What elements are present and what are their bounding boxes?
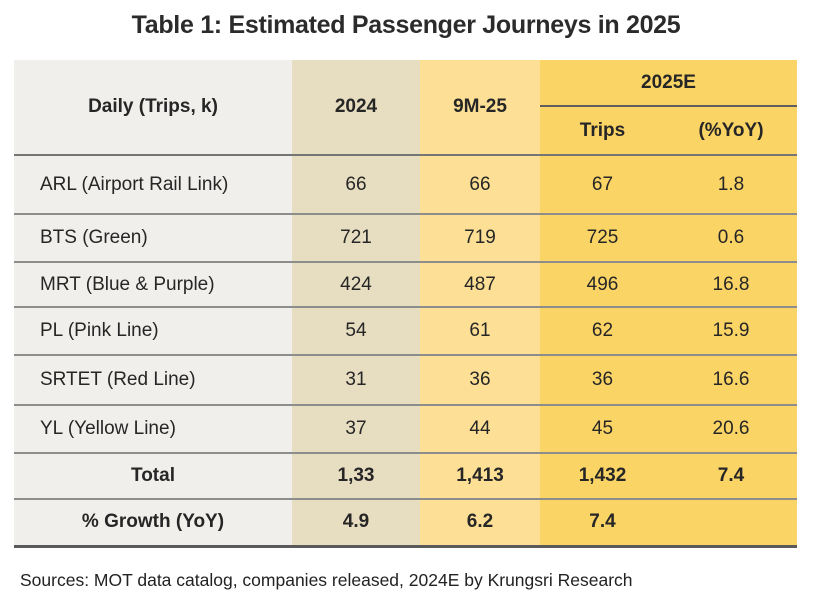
cell-2025e-yoy: 20.6: [665, 405, 798, 453]
table-row-yl: YL (Yellow Line) 37 44 45 20.6: [14, 405, 798, 453]
table-header: Daily (Trips, k) 2024 9M-25 2025E Trips …: [14, 60, 798, 156]
cell-9m25: 1,413: [420, 453, 540, 499]
col-header-2024: 2024: [292, 60, 420, 156]
table-body: ARL (Airport Rail Link) 66 66 67 1.8 BTS…: [14, 155, 798, 546]
row-label: % Growth (YoY): [14, 499, 292, 546]
cell-2024: 1,33: [292, 453, 420, 499]
cell-2024: 31: [292, 355, 420, 405]
table-row-srtet: SRTET (Red Line) 31 36 36 16.6: [14, 355, 798, 405]
col-header-2025e: 2025E: [540, 60, 798, 107]
cell-2024: 37: [292, 405, 420, 453]
cell-2025e-yoy: 7.4: [665, 453, 798, 499]
col-header-9m25: 9M-25: [420, 60, 540, 156]
cell-2025e-trips: 496: [540, 262, 665, 307]
row-label: SRTET (Red Line): [14, 355, 292, 405]
cell-9m25: 66: [420, 155, 540, 214]
header-row-2: Trips (%YoY): [14, 106, 798, 156]
cell-9m25: 36: [420, 355, 540, 405]
cell-2025e-trips: 67: [540, 155, 665, 214]
table-row-pl: PL (Pink Line) 54 61 62 15.9: [14, 307, 798, 355]
row-label: Total: [14, 453, 292, 499]
subcol-header-trips: Trips: [540, 106, 665, 156]
col-header-daily-trips: Daily (Trips, k): [14, 60, 292, 156]
cell-2024: 4.9: [292, 499, 420, 546]
table-row-mrt: MRT (Blue & Purple) 424 487 496 16.8: [14, 262, 798, 307]
cell-2025e-yoy: 16.8: [665, 262, 798, 307]
cell-9m25: 487: [420, 262, 540, 307]
cell-9m25: 719: [420, 214, 540, 262]
cell-9m25: 44: [420, 405, 540, 453]
cell-2025e-yoy: 0.6: [665, 214, 798, 262]
cell-2025e-trips: 62: [540, 307, 665, 355]
table-row-bts: BTS (Green) 721 719 725 0.6: [14, 214, 798, 262]
table-row-total: Total 1,33 1,413 1,432 7.4: [14, 453, 798, 499]
cell-2025e-trips: 45: [540, 405, 665, 453]
row-label: MRT (Blue & Purple): [14, 262, 292, 307]
cell-2025e-yoy: 15.9: [665, 307, 798, 355]
header-row-1: Daily (Trips, k) 2024 9M-25 2025E: [14, 60, 798, 156]
cell-2025e-yoy: 16.6: [665, 355, 798, 405]
source-note: Sources: MOT data catalog, companies rel…: [20, 570, 633, 590]
cell-2024: 54: [292, 307, 420, 355]
cell-9m25: 61: [420, 307, 540, 355]
table-row-growth: % Growth (YoY) 4.9 6.2 7.4: [14, 499, 798, 546]
cell-2024: 66: [292, 155, 420, 214]
subcol-header-yoy: (%YoY): [665, 106, 798, 156]
cell-2024: 721: [292, 214, 420, 262]
cell-2025e-trips: 7.4: [540, 499, 665, 546]
passenger-journeys-table: Daily (Trips, k) 2024 9M-25 2025E Trips …: [14, 60, 798, 548]
row-label: ARL (Airport Rail Link): [14, 155, 292, 214]
cell-2025e-yoy: 1.8: [665, 155, 798, 214]
cell-9m25: 6.2: [420, 499, 540, 546]
row-label: YL (Yellow Line): [14, 405, 292, 453]
cell-2025e-trips: 36: [540, 355, 665, 405]
cell-2024: 424: [292, 262, 420, 307]
row-label: BTS (Green): [14, 214, 292, 262]
row-label: PL (Pink Line): [14, 307, 292, 355]
figure-title: Table 1: Estimated Passenger Journeys in…: [131, 11, 681, 39]
cell-2025e-trips: 1,432: [540, 453, 665, 499]
cell-2025e-yoy: [665, 499, 798, 546]
table-row-arl: ARL (Airport Rail Link) 66 66 67 1.8: [14, 155, 798, 214]
cell-2025e-trips: 725: [540, 214, 665, 262]
